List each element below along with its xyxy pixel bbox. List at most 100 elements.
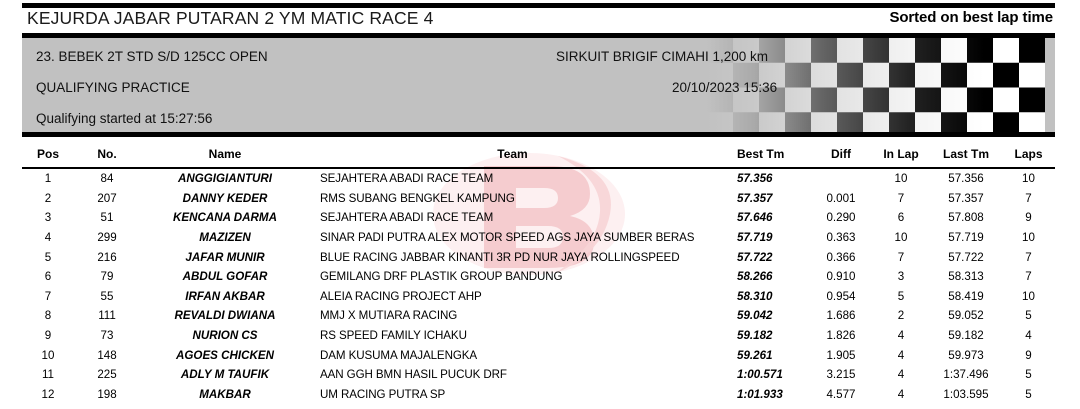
row-pos: 9 xyxy=(44,329,52,343)
row-in-lap: 3 xyxy=(897,270,905,284)
row-pos: 1 xyxy=(44,172,52,186)
row-in-lap: 4 xyxy=(897,329,905,343)
row-rider-name: ABDUL GOFAR xyxy=(182,270,268,284)
column-header-in-lap[interactable]: In Lap xyxy=(872,140,930,169)
panel-bottom-rule xyxy=(22,132,1055,137)
row-number: 148 xyxy=(97,348,117,362)
table-row[interactable]: 12 198 MAKBAR UM RACING PUTRA SP 1:01.933 4.5… xyxy=(22,385,1055,405)
table-header-row: Pos No. Name Team Best Tm Diff In Lap La… xyxy=(22,140,1055,169)
table-row[interactable]: 11 225 ADLY M TAUFIK AAN GGH BMN HASIL PUCU… xyxy=(22,365,1055,385)
row-number: 73 xyxy=(100,329,114,343)
row-number: 207 xyxy=(97,191,117,205)
sort-note-label: Sorted on best lap time xyxy=(889,9,1053,26)
row-pos: 12 xyxy=(41,387,55,401)
column-header-no[interactable]: No. xyxy=(74,140,140,169)
table-row[interactable]: 6 79 ABDUL GOFAR GEMILANG DRF PLASTIK GROUP… xyxy=(22,267,1055,287)
row-rider-name: REVALDI DWIANA xyxy=(174,309,276,323)
row-pos: 2 xyxy=(44,191,52,205)
column-header-pos[interactable]: Pos xyxy=(22,140,74,169)
row-laps: 5 xyxy=(1025,387,1032,401)
row-diff xyxy=(810,168,872,189)
table-row[interactable]: 2 207 DANNY KEDER RMS SUBANG BENGKEL KAMPUN… xyxy=(22,189,1055,209)
row-team: ALEIA RACING PROJECT AHP xyxy=(320,289,482,303)
row-rider-name: IRFAN AKBAR xyxy=(185,289,265,303)
row-laps: 7 xyxy=(1025,191,1032,205)
row-diff: 3.215 xyxy=(826,368,856,382)
row-rider-name: ANGGIGIANTURI xyxy=(177,172,273,186)
row-best-time: 57.722 xyxy=(737,250,773,264)
column-header-laps[interactable]: Laps xyxy=(1002,140,1055,169)
column-header-diff[interactable]: Diff xyxy=(810,140,872,169)
class-name-label: 23. BEBEK 2T STD S/D 125CC OPEN xyxy=(36,49,268,64)
table-head: Pos No. Name Team Best Tm Diff In Lap La… xyxy=(22,140,1055,169)
row-last-time: 1:03.595 xyxy=(943,387,989,401)
row-rider-name: AGOES CHICKEN xyxy=(176,348,274,362)
row-last-time: 58.313 xyxy=(948,270,984,284)
row-diff: 1.826 xyxy=(826,329,856,343)
panel-top-rule xyxy=(22,33,1055,38)
row-pos: 8 xyxy=(44,309,52,323)
row-diff: 0.363 xyxy=(826,231,856,245)
row-laps: 7 xyxy=(1025,250,1032,264)
row-in-lap: 4 xyxy=(897,368,905,382)
row-last-time: 59.182 xyxy=(948,329,984,343)
row-rider-name: KENCANA DARMA xyxy=(173,211,277,225)
row-best-time: 57.357 xyxy=(737,191,773,205)
table-row[interactable]: 4 299 MAZIZEN SINAR PADI PUTRA ALEX MOTOR S… xyxy=(22,228,1055,248)
row-laps: 10 xyxy=(1022,289,1035,303)
row-last-time: 59.052 xyxy=(948,309,984,323)
row-last-time: 1:37.496 xyxy=(943,368,989,382)
row-number: 51 xyxy=(100,211,114,225)
row-best-time: 58.310 xyxy=(737,289,773,303)
row-pos: 3 xyxy=(44,211,52,225)
row-in-lap: 5 xyxy=(897,289,905,303)
row-number: 111 xyxy=(98,309,116,323)
row-last-time: 59.973 xyxy=(948,348,984,362)
row-in-lap: 6 xyxy=(897,211,905,225)
table-row[interactable]: 1 84 ANGGIGIANTURI SEJAHTERA ABADI RACE TEA… xyxy=(22,168,1055,189)
row-last-time: 57.357 xyxy=(948,191,984,205)
table-row[interactable]: 9 73 NURION CS RS SPEED FAMILY ICHAKU 59.182… xyxy=(22,326,1055,346)
row-rider-name: DANNY KEDER xyxy=(182,191,268,205)
column-header-best-tm[interactable]: Best Tm xyxy=(715,140,810,169)
row-diff: 0.954 xyxy=(826,289,856,303)
row-diff: 0.910 xyxy=(826,270,856,284)
row-number: 198 xyxy=(97,387,117,401)
row-diff: 0.366 xyxy=(826,250,856,264)
row-laps: 4 xyxy=(1025,329,1032,343)
row-pos: 11 xyxy=(41,368,55,382)
row-pos: 7 xyxy=(44,289,52,303)
row-team: MMJ X MUTIARA RACING xyxy=(320,309,458,323)
row-rider-name: MAKBAR xyxy=(199,387,251,401)
row-best-time: 57.646 xyxy=(737,211,773,225)
table-row[interactable]: 5 216 JAFAR MUNIR BLUE RACING JABBAR KINANT… xyxy=(22,247,1055,267)
table-row[interactable]: 3 51 KENCANA DARMA SEJAHTERA ABADI RACE TEA… xyxy=(22,208,1055,228)
table-row[interactable]: 8 111 REVALDI DWIANA MMJ X MUTIARA RACING 59… xyxy=(22,306,1055,326)
row-laps: 7 xyxy=(1025,270,1032,284)
title-top-rule xyxy=(22,3,1055,8)
row-diff: 4.577 xyxy=(826,387,856,401)
row-in-lap: 2 xyxy=(897,309,905,323)
flag-fade-mask xyxy=(707,38,1045,137)
row-team: SEJAHTERA ABADI RACE TEAM xyxy=(320,211,494,225)
column-header-last-tm[interactable]: Last Tm xyxy=(930,140,1002,169)
table-row[interactable]: 10 148 AGOES CHICKEN DAM KUSUMA MAJALENGKA 5… xyxy=(22,345,1055,365)
session-start-label: Qualifying started at 15:27:56 xyxy=(36,111,213,126)
column-header-team[interactable]: Team xyxy=(310,140,715,169)
row-in-lap: 10 xyxy=(894,172,908,186)
table-body: 1 84 ANGGIGIANTURI SEJAHTERA ABADI RACE TEA… xyxy=(22,168,1055,404)
row-in-lap: 4 xyxy=(897,387,905,401)
row-in-lap: 4 xyxy=(897,348,905,362)
session-type-label: QUALIFYING PRACTICE xyxy=(36,80,190,95)
row-best-time: 59.261 xyxy=(737,348,773,362)
row-last-time: 57.722 xyxy=(948,250,984,264)
row-laps: 10 xyxy=(1022,172,1035,186)
row-number: 84 xyxy=(100,172,114,186)
session-datetime-label: 20/10/2023 15:36 xyxy=(672,80,778,95)
column-header-name[interactable]: Name xyxy=(140,140,310,169)
row-laps: 9 xyxy=(1025,348,1032,362)
page-title: KEJURDA JABAR PUTARAN 2 YM MATIC RACE 4 xyxy=(27,8,434,28)
table-row[interactable]: 7 55 IRFAN AKBAR ALEIA RACING PROJECT AHP 58… xyxy=(22,287,1055,307)
circuit-label: SIRKUIT BRIGIF CIMAHI 1,200 km xyxy=(556,49,769,64)
